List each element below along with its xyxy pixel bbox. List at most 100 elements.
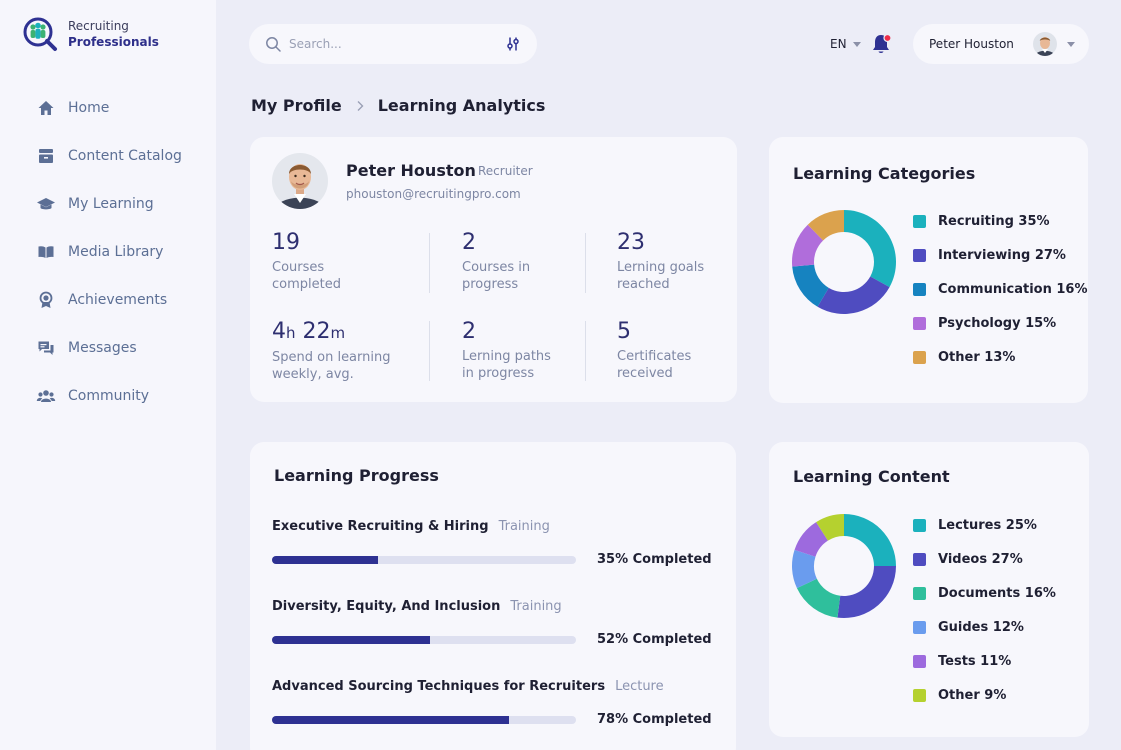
donut-slice xyxy=(837,566,896,618)
donut-slice xyxy=(816,514,844,541)
avatar xyxy=(1033,32,1057,56)
brand-logo[interactable]: Recruiting Professionals xyxy=(22,16,159,52)
donut-slice xyxy=(807,210,844,241)
stat-courses-completed: 19 Courses completed xyxy=(272,229,341,293)
sidebar-item-content-catalog[interactable]: Content Catalog xyxy=(36,144,182,168)
course-title: Executive Recruiting & Hiring xyxy=(272,519,489,534)
sidebar-item-messages[interactable]: Messages xyxy=(36,336,182,360)
search-icon xyxy=(266,37,281,52)
stat-divider xyxy=(585,233,586,293)
chevron-right-icon xyxy=(357,100,364,111)
language-label: EN xyxy=(830,37,847,51)
sidebar-nav: Home Content Catalog My Learning Media L… xyxy=(36,96,182,432)
language-selector[interactable]: EN xyxy=(830,37,861,51)
stat-divider xyxy=(585,321,586,381)
learning-content-donut xyxy=(792,514,896,618)
legend-label: Videos 27% xyxy=(938,551,1023,567)
search-input[interactable] xyxy=(289,37,505,51)
notification-dot xyxy=(883,33,892,43)
stat-minutes-unit: m xyxy=(330,324,346,342)
legend-swatch xyxy=(913,350,926,364)
progress-item[interactable]: Advanced Sourcing Techniques for Recruit… xyxy=(272,675,712,727)
breadcrumb: My Profile Learning Analytics xyxy=(251,96,545,115)
legend-item: Tests 11% xyxy=(913,651,1056,671)
book-icon xyxy=(36,242,56,262)
progress-label: 52% Completed xyxy=(597,632,712,647)
filter-icon[interactable] xyxy=(505,36,521,52)
stat-value: 23 xyxy=(617,230,645,255)
legend-label: Interviewing 27% xyxy=(938,247,1066,263)
stat-label: Lerning goals xyxy=(617,260,705,275)
stat-hours-unit: h xyxy=(286,324,296,342)
legend-swatch xyxy=(913,214,926,228)
legend-swatch xyxy=(913,552,926,566)
course-title: Diversity, Equity, And Inclusion xyxy=(272,599,501,614)
course-type: Lecture xyxy=(615,679,664,694)
legend-swatch xyxy=(913,586,926,600)
legend-item: Psychology 15% xyxy=(913,313,1088,333)
legend-item: Other 9% xyxy=(913,685,1056,705)
course-title: Advanced Sourcing Techniques for Recruit… xyxy=(272,679,606,694)
learning-content-legend: Lectures 25% Videos 27% Documents 16% Guide… xyxy=(913,515,1056,719)
profile-avatar xyxy=(272,153,328,209)
medal-icon xyxy=(36,290,56,310)
card-title: Learning Progress xyxy=(274,466,439,485)
sidebar-item-home[interactable]: Home xyxy=(36,96,182,120)
stat-label: Certificates xyxy=(617,349,692,364)
stat-hours: 4 xyxy=(272,319,286,344)
sidebar-item-label: Messages xyxy=(68,340,137,356)
learning-categories-donut xyxy=(792,210,896,314)
donut-slice xyxy=(817,276,890,314)
learning-categories-card: Learning Categories Recruiting 35% Interv… xyxy=(769,137,1088,403)
search-bar xyxy=(249,24,537,64)
legend-swatch xyxy=(913,518,926,532)
stat-label: Lerning paths xyxy=(462,349,551,364)
legend-label: Lectures 25% xyxy=(938,517,1037,533)
donut-slice xyxy=(792,264,829,307)
legend-item: Recruiting 35% xyxy=(913,211,1088,231)
sidebar-item-my-learning[interactable]: My Learning xyxy=(36,192,182,216)
stat-label: weekly, avg. xyxy=(272,367,354,382)
stat-divider xyxy=(429,233,430,293)
legend-label: Guides 12% xyxy=(938,619,1024,635)
profile-email: phouston@recruitingpro.com xyxy=(346,187,521,201)
stat-certificates: 5 Certificates received xyxy=(617,318,691,382)
graduation-cap-icon xyxy=(36,194,56,214)
page-title: Learning Analytics xyxy=(377,96,546,115)
legend-label: Psychology 15% xyxy=(938,315,1057,331)
breadcrumb-parent[interactable]: My Profile xyxy=(251,96,342,115)
progress-bar xyxy=(272,555,576,564)
messages-icon xyxy=(36,338,56,358)
progress-item[interactable]: Diversity, Equity, And Inclusion Training… xyxy=(272,595,712,647)
community-icon xyxy=(36,386,56,406)
legend-label: Other 9% xyxy=(938,687,1007,703)
progress-item[interactable]: Executive Recruiting & Hiring Training 35%… xyxy=(272,515,712,567)
stat-value: 2 xyxy=(462,230,476,255)
sidebar-item-media-library[interactable]: Media Library xyxy=(36,240,182,264)
legend-item: Other 13% xyxy=(913,347,1088,367)
stat-minutes: 22 xyxy=(302,319,331,344)
stat-value: 19 xyxy=(272,230,300,255)
progress-fill xyxy=(272,715,510,724)
notification-bell-icon[interactable] xyxy=(870,33,892,55)
stat-label: Courses xyxy=(272,260,325,275)
course-type: Training xyxy=(510,599,562,614)
sidebar-item-label: Media Library xyxy=(68,244,164,260)
legend-item: Interviewing 27% xyxy=(913,245,1088,265)
sidebar-item-community[interactable]: Community xyxy=(36,384,182,408)
learning-content-card: Learning Content Lectures 25% Videos 27% D… xyxy=(769,442,1089,737)
stat-label: progress xyxy=(462,277,519,292)
user-menu[interactable]: Peter Houston xyxy=(913,24,1089,64)
sidebar-item-label: Home xyxy=(68,100,110,116)
card-title: Learning Content xyxy=(793,467,950,486)
legend-label: Recruiting 35% xyxy=(938,213,1050,229)
stat-divider xyxy=(429,321,430,381)
legend-swatch xyxy=(913,620,926,634)
stat-value: 5 xyxy=(617,319,631,344)
sidebar-item-achievements[interactable]: Achievements xyxy=(36,288,182,312)
progress-label: 78% Completed xyxy=(597,712,712,727)
learning-categories-legend: Recruiting 35% Interviewing 27% Communicat… xyxy=(913,211,1088,381)
legend-swatch xyxy=(913,282,926,296)
catalog-icon xyxy=(36,146,56,166)
logo-icon xyxy=(23,17,57,51)
